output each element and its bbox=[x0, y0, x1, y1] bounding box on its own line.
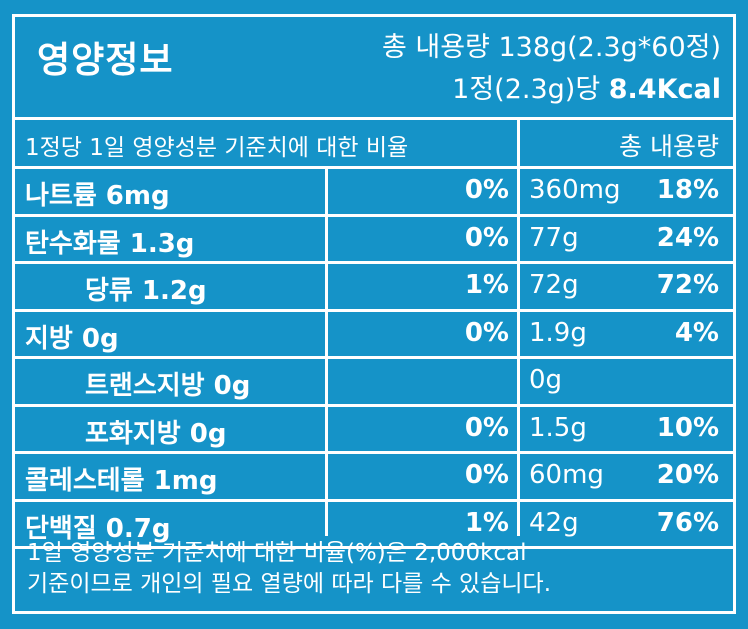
nutrient-daily-pct: 0% bbox=[464, 317, 509, 348]
nutrient-row: 탄수화물 1.3g 0% 77g 24% bbox=[15, 217, 733, 264]
footnote: 1일 영양성분 기준치에 대한 비율(%)은 2,000kcal 기준이므로 개… bbox=[27, 538, 727, 600]
nutrient-total-pct: 10% bbox=[656, 412, 719, 443]
nutrient-row: 지방 0g 0% 1.9g 4% bbox=[15, 312, 733, 359]
per-serving-label: 1정(2.3g)당 bbox=[452, 74, 601, 105]
nutrient-row: 트랜스지방 0g 0g bbox=[15, 359, 733, 407]
footnote-line-2: 기준이므로 개인의 필요 열량에 따라 다를 수 있습니다. bbox=[27, 571, 552, 597]
nutrient-row: 단백질 0.7g 1% 42g 76% bbox=[15, 502, 733, 549]
column-header-total: 총 내용량 bbox=[619, 132, 719, 161]
nutrient-total-pct: 4% bbox=[674, 317, 719, 348]
nutrient-total-pct: 72% bbox=[656, 270, 719, 300]
column-header: 1정당 1일 영양성분 기준치에 대한 비율 총 내용량 bbox=[15, 120, 733, 169]
nutrient-total-amount: 42g bbox=[529, 507, 579, 538]
nutrition-title: 영양정보 bbox=[37, 40, 174, 81]
nutrient-total-amount: 72g bbox=[529, 270, 579, 300]
nutrient-total-pct: 76% bbox=[656, 507, 719, 538]
nutrient-total-amount: 1.5g bbox=[529, 412, 587, 443]
nutrient-name: 트랜스지방 0g bbox=[85, 371, 251, 401]
nutrient-total-pct: 24% bbox=[656, 222, 719, 253]
nutrient-daily-pct: 1% bbox=[464, 270, 509, 300]
nutrition-facts-panel: 영양정보 총 내용량 138g(2.3g*60정) 1정(2.3g)당 8.4K… bbox=[12, 14, 736, 614]
nutrient-total-pct: 18% bbox=[656, 175, 719, 205]
nutrient-total-amount: 1.9g bbox=[529, 317, 587, 348]
nutrient-name: 당류 1.2g bbox=[85, 276, 207, 306]
nutrient-total-amount: 77g bbox=[529, 222, 579, 253]
column-divider-pct bbox=[325, 169, 328, 536]
nutrient-row: 나트륨 6mg 0% 360mg 18% bbox=[15, 169, 733, 217]
nutrient-row: 당류 1.2g 1% 72g 72% bbox=[15, 264, 733, 312]
nutrient-daily-pct: 0% bbox=[464, 175, 509, 205]
nutrient-total-amount: 360mg bbox=[529, 175, 621, 205]
nutrient-row: 포화지방 0g 0% 1.5g 10% bbox=[15, 407, 733, 454]
nutrient-name: 나트륨 6mg bbox=[25, 181, 170, 211]
nutrient-name: 단백질 0.7g bbox=[25, 513, 171, 544]
nutrient-name: 포화지방 0g bbox=[85, 418, 227, 449]
nutrient-daily-pct: 0% bbox=[464, 460, 509, 490]
nutrient-name: 콜레스테롤 1mg bbox=[25, 466, 218, 496]
total-content: 총 내용량 138g(2.3g*60정) bbox=[381, 32, 721, 63]
nutrient-row: 콜레스테롤 1mg 0% 60mg 20% bbox=[15, 454, 733, 502]
per-serving-line: 1정(2.3g)당 8.4Kcal bbox=[452, 67, 721, 106]
nutrient-total-amount: 60mg bbox=[529, 460, 604, 490]
footnote-line-1: 1일 영양성분 기준치에 대한 비율(%)은 2,000kcal bbox=[27, 540, 527, 566]
nutrient-daily-pct: 1% bbox=[464, 507, 509, 538]
nutrient-total-pct: 20% bbox=[656, 460, 719, 490]
column-header-daily-ratio: 1정당 1일 영양성분 기준치에 대한 비율 bbox=[25, 135, 409, 161]
nutrient-rows: 나트륨 6mg 0% 360mg 18% 탄수화물 1.3g 0% 77g 24% 당류 1.2… bbox=[15, 169, 733, 549]
nutrition-header: 영양정보 총 내용량 138g(2.3g*60정) 1정(2.3g)당 8.4K… bbox=[15, 17, 733, 120]
nutrient-daily-pct: 0% bbox=[464, 412, 509, 443]
column-divider-total bbox=[517, 120, 520, 536]
nutrient-daily-pct: 0% bbox=[464, 222, 509, 253]
nutrient-name: 지방 0g bbox=[25, 323, 119, 354]
per-serving-kcal: 8.4Kcal bbox=[608, 74, 721, 105]
nutrient-total-amount: 0g bbox=[529, 365, 563, 395]
nutrient-name: 탄수화물 1.3g bbox=[25, 228, 195, 259]
